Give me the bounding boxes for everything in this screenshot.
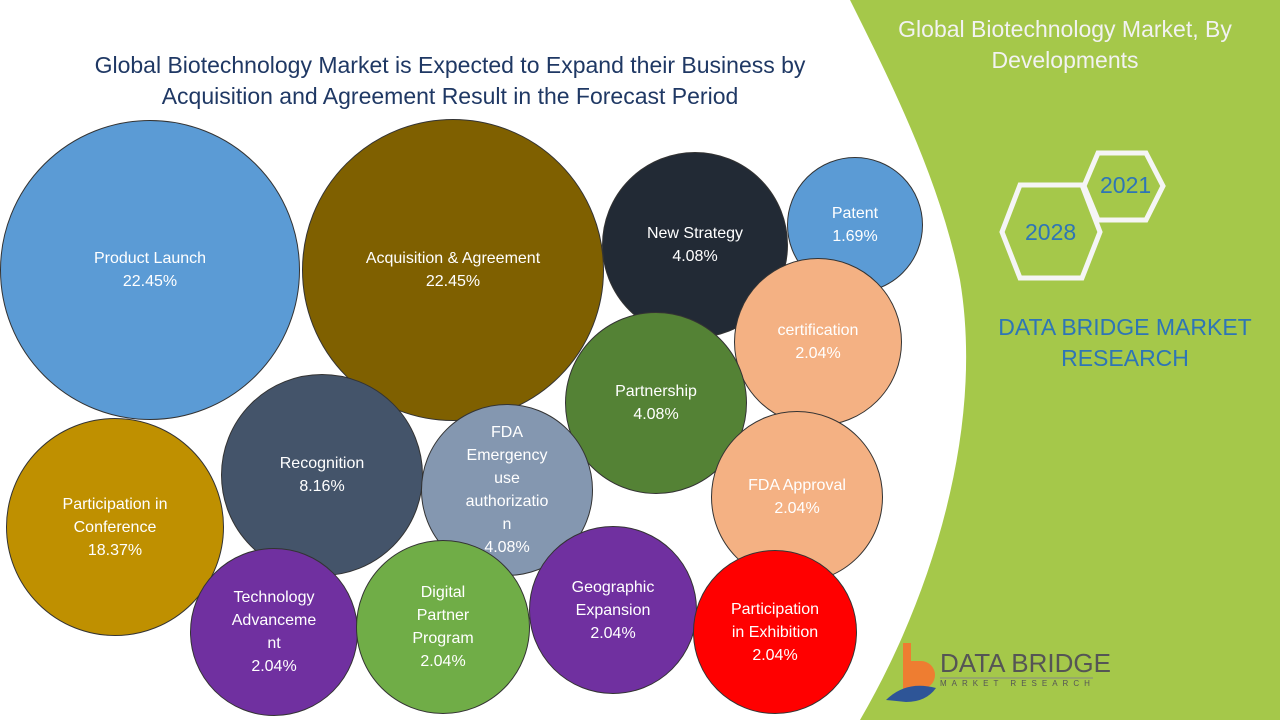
- bubble-label: certification: [777, 322, 859, 339]
- bubble: Technology Advanceme nt 2.04%: [190, 548, 358, 716]
- bubble: certification 2.04%: [734, 258, 902, 426]
- bubble-value: 8.16%: [299, 478, 345, 495]
- bubble: Geographic Expansion 2.04%: [529, 526, 697, 694]
- bubble-label: Participation in Exhibition: [730, 600, 820, 641]
- bubble-label: Patent: [831, 205, 879, 222]
- bubble: Participation in Conference 18.37%: [6, 418, 224, 636]
- bubble-label: Geographic Expansion: [571, 578, 655, 619]
- bubble-label: New Strategy: [646, 225, 744, 242]
- bubble-value: 22.45%: [122, 273, 178, 290]
- bubble-label: Product Launch: [93, 250, 207, 267]
- bubble-value: 2.04%: [795, 345, 841, 362]
- bubble-value: 4.08%: [633, 406, 679, 423]
- bubble-value: 2.04%: [420, 653, 466, 670]
- side-title: Global Biotechnology Market, By Developm…: [898, 16, 1232, 73]
- bubble-value: 4.08%: [484, 539, 530, 556]
- bubble-value: 22.45%: [425, 273, 481, 290]
- bubble-label: Recognition: [279, 455, 365, 472]
- hexagon-2021: [1081, 150, 1166, 223]
- bubble-value: 1.69%: [832, 228, 878, 245]
- brand-text: DATA BRIDGE MARKET RESEARCH: [998, 314, 1252, 371]
- year-2021: 2021: [1100, 172, 1152, 198]
- bubble-value: 18.37%: [87, 541, 143, 559]
- bubble-value: 4.08%: [672, 248, 718, 265]
- bubble-value: 2.04%: [251, 658, 297, 675]
- bubble-value: 2.04%: [752, 646, 798, 664]
- green-panel: [850, 0, 1280, 720]
- bubble: Digital Partner Program 2.04%: [356, 540, 530, 714]
- bubble-value: 2.04%: [774, 500, 820, 517]
- bubble: Participation in Exhibition 2.04%: [693, 550, 857, 714]
- bubble-label: Digital Partner Program: [412, 584, 474, 647]
- bubble-label: Participation in Conference: [62, 495, 168, 536]
- bubble: Acquisition & Agreement 22.45%: [302, 119, 604, 421]
- year-2028: 2028: [1025, 219, 1077, 245]
- bubble-label: Technology Advanceme nt: [231, 589, 317, 652]
- bubble-label: FDA Emergency use authorizatio n: [465, 424, 549, 533]
- logo-icon: [886, 643, 936, 702]
- bubble: Product Launch 22.45%: [0, 120, 300, 420]
- chart-title: Global Biotechnology Market is Expected …: [94, 52, 806, 109]
- logo-name: DATA BRIDGE: [940, 648, 1111, 678]
- bubble-label: Partnership: [615, 383, 697, 400]
- bubble-label: Acquisition & Agreement: [365, 250, 541, 267]
- bubble: Recognition 8.16%: [221, 374, 423, 576]
- bubble-label: FDA Approval: [748, 477, 846, 494]
- logo-sub: MARKET RESEARCH: [940, 679, 1095, 688]
- bubble-value: 2.04%: [590, 624, 636, 642]
